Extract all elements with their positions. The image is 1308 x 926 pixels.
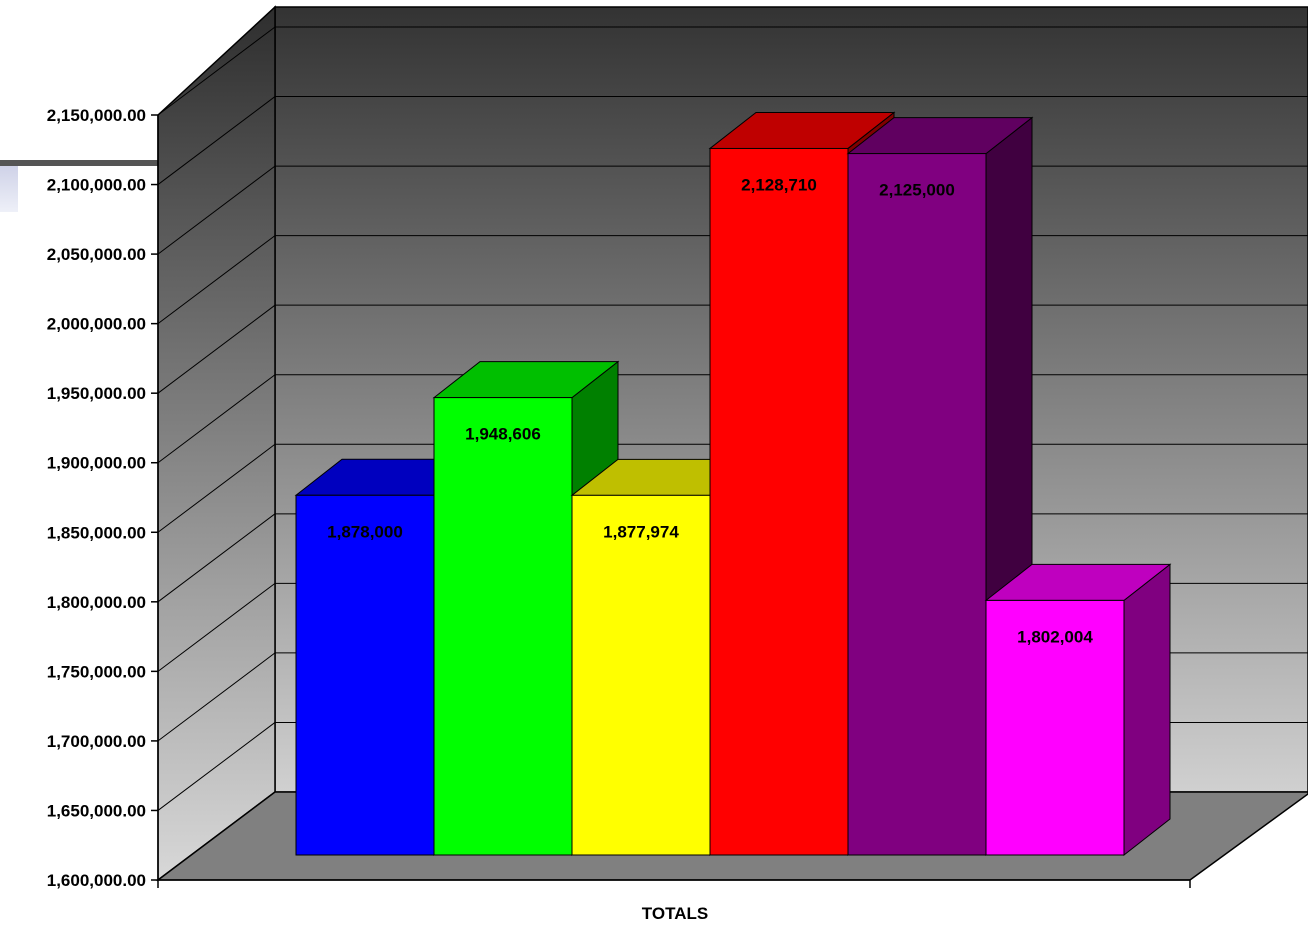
- bar-value-label: 1,802,004: [1017, 627, 1093, 646]
- bar-front: [571, 494, 711, 856]
- bar-labels: 1,878,000 1,948,606 1,877,974 2,128,710 2,12…: [327, 175, 1093, 646]
- bars: [294, 111, 1172, 857]
- gridline-side: [157, 165, 276, 255]
- gridline-side: [157, 26, 276, 116]
- y-tick-label: 1,950,000.00: [47, 384, 146, 403]
- bar-value-label: 2,128,710: [741, 175, 817, 194]
- y-tick-label: 1,650,000.00: [47, 801, 146, 820]
- bar-front: [709, 147, 849, 856]
- left-edge-fade: [0, 166, 18, 212]
- bar-6: [984, 563, 1172, 857]
- bar-value-label: 1,948,606: [465, 425, 541, 444]
- bar-value-label: 1,878,000: [327, 522, 403, 541]
- gridline-side: [157, 652, 276, 742]
- bar-value-label: 1,877,974: [603, 522, 679, 541]
- axes: 1,600,000.00 1,650,000.00 1,700,000.00 1,75…: [47, 106, 1191, 890]
- gridline-side: [157, 443, 276, 533]
- y-tick-label: 2,100,000.00: [47, 176, 146, 195]
- y-tick-label: 2,000,000.00: [47, 315, 146, 334]
- gridline-side: [157, 235, 276, 325]
- gridline-side: [157, 96, 276, 185]
- y-tick-label: 1,800,000.00: [47, 593, 146, 612]
- y-tick-label: 1,600,000.00: [47, 871, 146, 890]
- left-edge-bar: [0, 160, 158, 166]
- gridline-side: [157, 722, 276, 811]
- bar-side: [1123, 563, 1171, 857]
- y-tick-label: 1,700,000.00: [47, 732, 146, 751]
- gridline-side: [157, 374, 276, 464]
- gridline-side: [157, 582, 276, 672]
- gridline-side: [157, 304, 276, 394]
- bar-front: [433, 397, 573, 856]
- bar-front: [295, 494, 435, 856]
- y-tick-label: 1,900,000.00: [47, 454, 146, 473]
- side-wall: [157, 5, 276, 882]
- y-tick-label: 1,750,000.00: [47, 662, 146, 681]
- y-tick-label: 2,050,000.00: [47, 245, 146, 264]
- bar-front: [847, 153, 987, 856]
- bar-value-label: 2,125,000: [879, 181, 955, 200]
- x-axis-label: TOTALS: [642, 904, 708, 923]
- gridline-side: [157, 513, 276, 603]
- bar-front: [985, 599, 1125, 856]
- y-tick-label: 2,150,000.00: [47, 106, 146, 125]
- bar-5: [846, 116, 1034, 857]
- y-tick-label: 1,850,000.00: [47, 523, 146, 542]
